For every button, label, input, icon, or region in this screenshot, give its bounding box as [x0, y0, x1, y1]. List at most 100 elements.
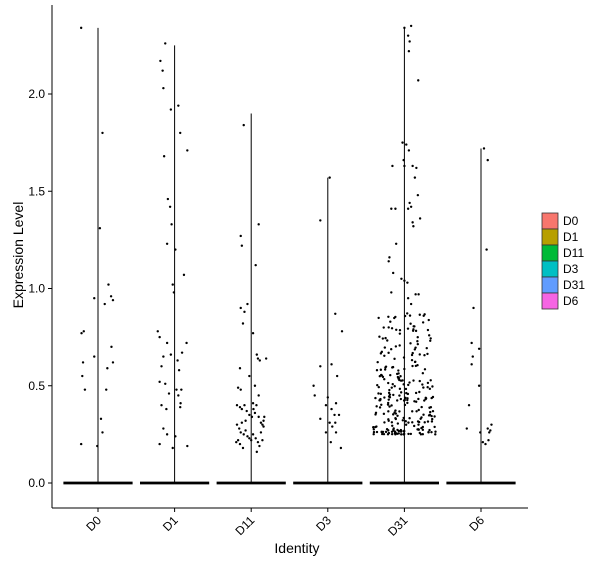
point-zero — [199, 482, 202, 484]
point — [403, 432, 406, 436]
point-zero — [407, 482, 410, 484]
point — [415, 400, 418, 403]
point-zero — [157, 482, 160, 484]
point — [431, 417, 434, 421]
point — [415, 410, 418, 413]
point-zero — [379, 482, 382, 484]
point — [241, 322, 245, 325]
point — [378, 406, 382, 409]
point — [93, 355, 96, 358]
point — [421, 425, 425, 429]
point — [402, 399, 406, 402]
point-zero — [334, 482, 337, 484]
point-zero — [323, 482, 326, 484]
point-zero — [505, 482, 508, 484]
point — [252, 407, 255, 411]
point — [406, 297, 410, 300]
point — [179, 131, 182, 135]
point-zero — [338, 482, 341, 484]
point — [413, 325, 416, 328]
point — [239, 431, 242, 434]
point — [313, 394, 316, 397]
point-zero — [113, 482, 116, 484]
point — [240, 407, 244, 411]
point — [393, 411, 396, 414]
point-zero — [298, 482, 301, 484]
x-tick-label-d31: D31 — [385, 513, 411, 539]
point-zero — [459, 482, 461, 484]
point — [402, 158, 405, 162]
point-zero — [124, 482, 126, 484]
point — [242, 433, 245, 436]
point-zero — [419, 482, 422, 484]
point-zero — [337, 482, 340, 484]
point-zero — [130, 482, 132, 484]
point-zero — [466, 482, 469, 484]
point — [470, 341, 473, 345]
point-zero — [313, 482, 316, 484]
point-zero — [317, 482, 320, 484]
point — [393, 357, 396, 361]
point — [402, 416, 405, 420]
point — [411, 164, 414, 168]
point-zero — [483, 482, 485, 484]
point-zero — [484, 482, 487, 484]
point — [401, 379, 404, 382]
point — [395, 328, 398, 331]
point-zero — [224, 482, 227, 484]
point-zero — [412, 482, 415, 484]
point — [330, 407, 333, 411]
point — [409, 432, 413, 436]
point — [387, 315, 390, 318]
point-zero — [250, 482, 253, 484]
point — [429, 337, 432, 340]
point — [236, 439, 240, 442]
point — [180, 351, 184, 354]
point — [384, 430, 388, 434]
point-zero — [462, 482, 464, 484]
point — [245, 409, 248, 413]
point — [399, 430, 403, 433]
point-zero — [115, 482, 117, 484]
point — [390, 327, 394, 330]
point — [256, 357, 260, 360]
point — [398, 394, 401, 397]
legend-swatch-d1 — [541, 228, 559, 246]
point-zero — [403, 482, 406, 484]
point — [264, 357, 268, 360]
point — [414, 391, 418, 395]
legend-label-d11: D11 — [563, 246, 584, 260]
point — [415, 166, 418, 170]
point-zero — [328, 482, 331, 484]
point — [242, 123, 245, 127]
point — [383, 396, 386, 399]
y-tick-label: 2.0 — [28, 87, 45, 101]
point-zero — [238, 482, 241, 484]
point — [258, 444, 261, 448]
point — [414, 364, 418, 368]
point-zero — [125, 482, 128, 484]
point — [329, 440, 332, 444]
point — [387, 381, 390, 385]
point — [377, 316, 380, 320]
point — [248, 413, 251, 417]
point — [482, 147, 486, 150]
point-zero — [472, 482, 475, 484]
point-zero — [498, 482, 500, 484]
point-zero — [436, 482, 439, 484]
point — [171, 446, 174, 450]
point — [394, 207, 397, 210]
point-zero — [495, 482, 497, 484]
point — [80, 332, 83, 335]
point — [244, 429, 247, 432]
point — [79, 26, 83, 30]
point-zero — [486, 482, 488, 484]
point — [423, 313, 426, 316]
point — [340, 330, 344, 333]
point-zero — [359, 482, 362, 484]
point-zero — [374, 482, 377, 484]
point-zero — [73, 482, 75, 484]
point — [235, 423, 239, 426]
point — [406, 398, 409, 402]
point — [101, 131, 104, 135]
